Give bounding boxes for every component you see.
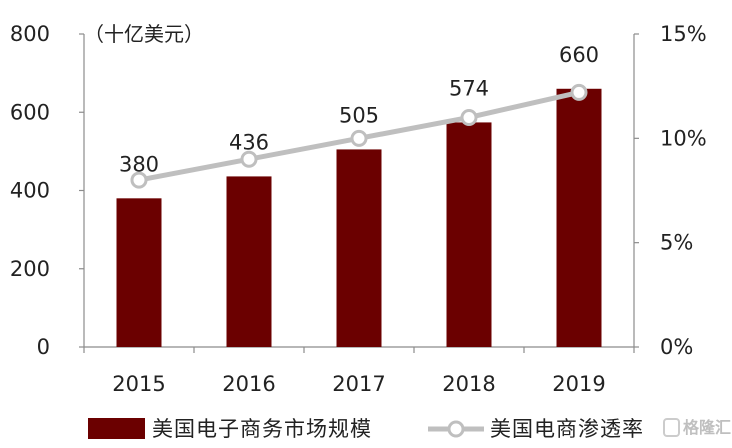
- bar-2018: [446, 122, 492, 347]
- penetration-point-2018: [460, 108, 478, 126]
- line-series: [130, 83, 588, 189]
- left-axis-unit-label: （十亿美元）: [84, 22, 204, 46]
- penetration-point-2015: [130, 171, 148, 189]
- legend-item-market-size: 美国电子商务市场规模: [88, 417, 372, 441]
- left-axis-tick-label: 800: [10, 22, 50, 46]
- bar-data-label: 574: [449, 76, 489, 100]
- penetration-point-2017: [350, 129, 368, 147]
- right-axis-tick-label: 5%: [660, 231, 693, 255]
- bar-2016: [226, 176, 272, 347]
- legend-bar-swatch: [88, 418, 145, 439]
- bar-series: [116, 88, 602, 348]
- right-axis-tick-label: 15%: [660, 22, 707, 46]
- left-axis-tick-label: 200: [10, 257, 50, 281]
- x-axis-category-label: 2017: [332, 372, 385, 396]
- right-axis-tick-label: 10%: [660, 126, 707, 150]
- legend-label-penetration: 美国电商渗透率: [490, 417, 644, 441]
- left-axis-tick-label: 0: [37, 335, 50, 359]
- bar-data-label: 436: [229, 130, 269, 154]
- bar-data-label: 380: [119, 152, 159, 176]
- bar-2017: [336, 149, 382, 347]
- bar-data-label: 660: [559, 43, 599, 67]
- bar-data-label: 505: [339, 103, 379, 127]
- x-axis-category-label: 2016: [222, 372, 275, 396]
- axes: 0 200 400 600 800 0% 5% 10% 15% 2015 2016 2017 2018 2…: [10, 22, 707, 396]
- legend-item-penetration: 美国电商渗透率: [428, 417, 644, 441]
- watermark: 格隆汇: [663, 418, 731, 437]
- watermark-text: 格隆汇: [683, 418, 731, 437]
- left-axis-tick-label: 600: [10, 100, 50, 124]
- legend: 美国电子商务市场规模 美国电商渗透率: [88, 417, 644, 441]
- left-axis-tick-label: 400: [10, 179, 50, 203]
- right-axis-tick-label: 0%: [660, 335, 693, 359]
- penetration-point-2019: [570, 83, 588, 101]
- legend-label-market-size: 美国电子商务市场规模: [152, 417, 372, 441]
- x-axis-category-label: 2015: [112, 372, 165, 396]
- bar-2019: [556, 88, 602, 348]
- legend-marker-swatch: [447, 420, 465, 438]
- watermark-logo-icon: [663, 418, 680, 437]
- penetration-point-2016: [240, 150, 258, 168]
- x-axis-category-label: 2019: [552, 372, 605, 396]
- x-axis-category-label: 2018: [442, 372, 495, 396]
- data-labels: 380 436 505 574 660: [119, 43, 599, 177]
- bar-2015: [116, 198, 162, 347]
